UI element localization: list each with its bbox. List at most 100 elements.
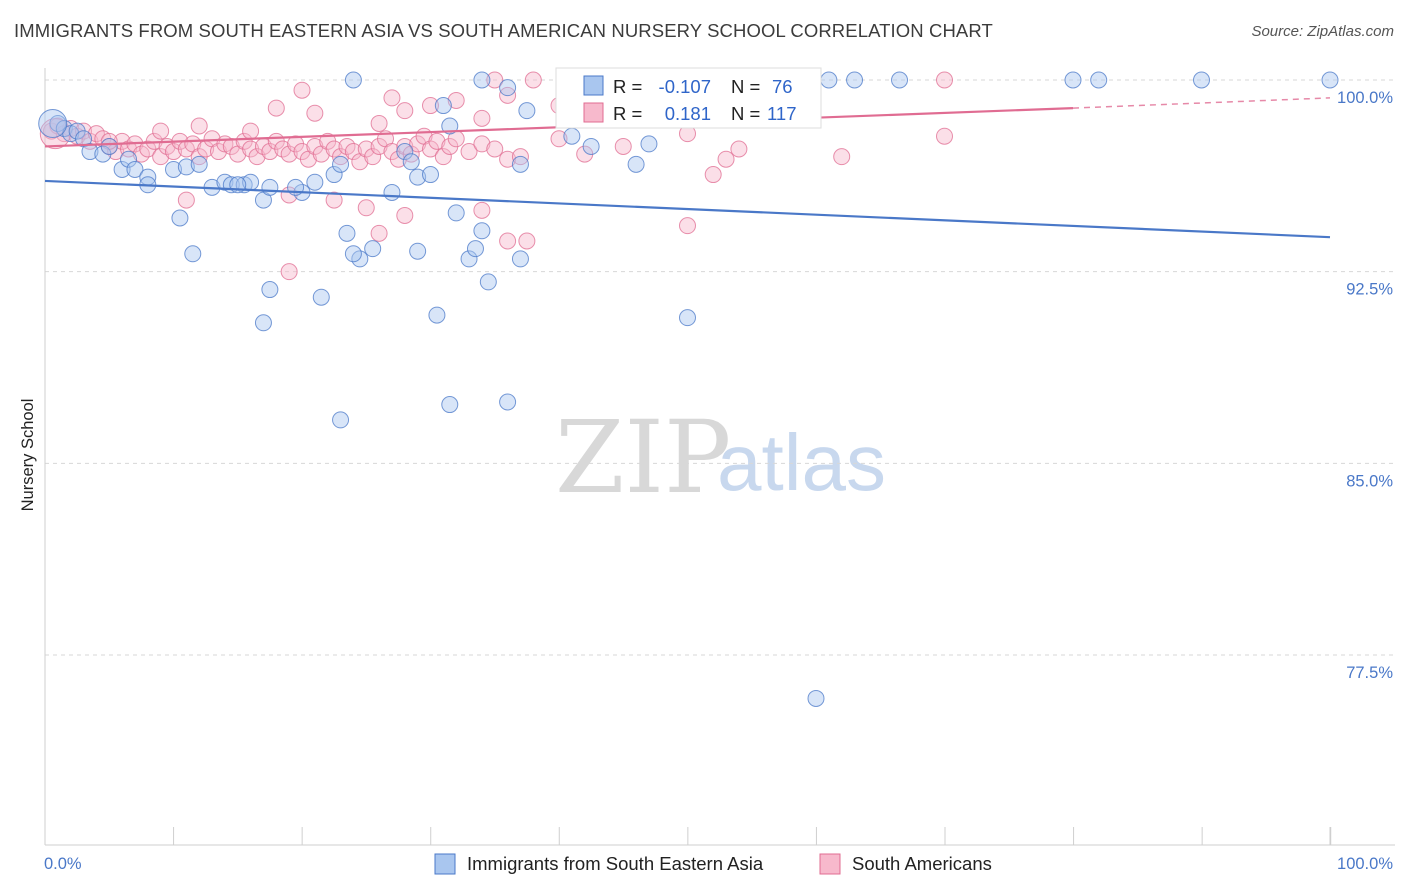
point-southeast-asia xyxy=(1193,71,1210,89)
stats-n-label-pink: N = xyxy=(731,103,760,124)
point-southeast-asia xyxy=(582,137,600,155)
point-southeast-asia xyxy=(479,273,497,291)
stats-r-label-blue: R = xyxy=(613,76,642,97)
point-southeast-asia xyxy=(679,309,696,327)
point-southeast-asia xyxy=(113,160,131,178)
point-south-americans xyxy=(248,148,266,166)
point-southeast-asia xyxy=(396,143,414,161)
point-south-americans xyxy=(165,143,182,161)
point-southeast-asia xyxy=(126,160,144,178)
point-southeast-asia xyxy=(1064,71,1082,89)
point-southeast-asia xyxy=(100,137,118,155)
y-tick-label: 100.0% xyxy=(1337,89,1393,107)
axes xyxy=(44,68,1395,846)
point-south-americans xyxy=(717,150,735,168)
point-southeast-asia xyxy=(165,160,182,178)
point-south-americans xyxy=(383,89,401,107)
point-southeast-asia xyxy=(344,245,362,263)
point-southeast-asia xyxy=(473,222,491,240)
point-south-americans xyxy=(614,137,632,155)
point-south-americans xyxy=(190,117,208,135)
point-southeast-asia xyxy=(511,155,529,173)
point-southeast-asia xyxy=(409,242,427,260)
point-south-americans xyxy=(357,199,375,217)
point-southeast-asia xyxy=(518,102,536,120)
point-south-americans xyxy=(396,206,414,224)
point-southeast-asia xyxy=(807,689,825,707)
watermark-zip: ZIP xyxy=(555,399,731,516)
point-southeast-asia xyxy=(820,71,838,89)
trend-line-southeast-asia xyxy=(44,179,1331,239)
stats-n-value-pink: 117 xyxy=(767,103,797,124)
watermark-atlas: atlas xyxy=(717,418,886,507)
point-southeast-asia xyxy=(511,250,529,268)
point-southeast-asia xyxy=(344,71,362,89)
point-southeast-asia xyxy=(640,135,658,153)
point-southeast-asia xyxy=(563,127,581,145)
point-south-americans xyxy=(447,91,465,109)
point-south-americans xyxy=(370,224,388,242)
point-southeast-asia xyxy=(1090,71,1108,89)
point-south-americans xyxy=(177,191,195,209)
stats-swatch-pink xyxy=(583,102,604,123)
point-southeast-asia xyxy=(499,79,517,97)
point-south-americans xyxy=(261,143,279,161)
point-southeast-asia xyxy=(338,224,356,242)
chart-title: IMMIGRANTS FROM SOUTH EASTERN ASIA VS SO… xyxy=(14,20,993,41)
point-southeast-asia xyxy=(473,71,491,89)
legend-label-southeast-asia: Immigrants from South Eastern Asia xyxy=(467,853,764,874)
point-south-americans xyxy=(473,135,491,153)
point-south-americans xyxy=(364,148,382,166)
point-south-americans xyxy=(280,145,298,163)
point-south-americans xyxy=(550,130,568,148)
point-south-americans xyxy=(267,99,285,117)
point-south-americans xyxy=(473,201,491,219)
point-southeast-asia xyxy=(434,97,452,115)
point-south-americans xyxy=(396,102,414,120)
stats-r-label-pink: R = xyxy=(613,103,642,124)
point-southeast-asia xyxy=(460,250,478,268)
source-label: Source: ZipAtlas.com xyxy=(1251,23,1394,40)
y-axis-label: Nursery School xyxy=(19,399,37,512)
legend-label-south-americans: South Americans xyxy=(852,853,992,874)
point-south-americans xyxy=(460,143,478,161)
stats-r-value-pink: 0.181 xyxy=(665,103,711,124)
y-tick-label: 77.5% xyxy=(1346,664,1393,682)
point-south-americans xyxy=(936,71,953,89)
point-south-americans xyxy=(293,81,311,99)
gridlines xyxy=(45,79,1395,656)
point-southeast-asia xyxy=(261,178,279,196)
stats-legend: R = -0.107 N = 76 R = 0.181 N = 117 xyxy=(555,67,822,129)
point-south-americans xyxy=(434,148,452,166)
trend-line-south-americans-extension xyxy=(1072,97,1331,109)
point-south-americans xyxy=(486,140,504,158)
point-southeast-asia xyxy=(891,71,909,89)
point-southeast-asia xyxy=(306,173,324,191)
point-south-americans xyxy=(486,71,504,89)
point-southeast-asia xyxy=(38,108,68,138)
point-south-americans xyxy=(936,127,953,145)
point-southeast-asia xyxy=(261,281,279,299)
point-south-americans xyxy=(679,217,696,235)
point-southeast-asia xyxy=(447,204,465,222)
point-southeast-asia xyxy=(190,155,208,173)
point-southeast-asia xyxy=(332,411,350,429)
point-south-americans xyxy=(280,263,298,281)
stats-swatch-blue xyxy=(583,75,604,96)
series-southeast-asia xyxy=(38,71,1339,707)
point-southeast-asia xyxy=(402,153,420,171)
point-south-americans xyxy=(152,122,170,140)
point-south-americans xyxy=(833,148,851,166)
point-southeast-asia xyxy=(184,245,202,263)
point-southeast-asia xyxy=(428,306,446,324)
y-tick-label: 85.0% xyxy=(1346,472,1393,490)
stats-n-value-blue: 76 xyxy=(772,76,793,97)
point-south-americans xyxy=(306,104,324,122)
point-south-americans xyxy=(518,232,536,250)
point-southeast-asia xyxy=(312,288,330,306)
point-southeast-asia xyxy=(441,117,459,135)
bottom-legend: Immigrants from South Eastern Asia South… xyxy=(434,853,992,875)
point-south-americans xyxy=(370,114,388,132)
point-south-americans xyxy=(325,191,343,209)
point-southeast-asia xyxy=(441,396,459,414)
